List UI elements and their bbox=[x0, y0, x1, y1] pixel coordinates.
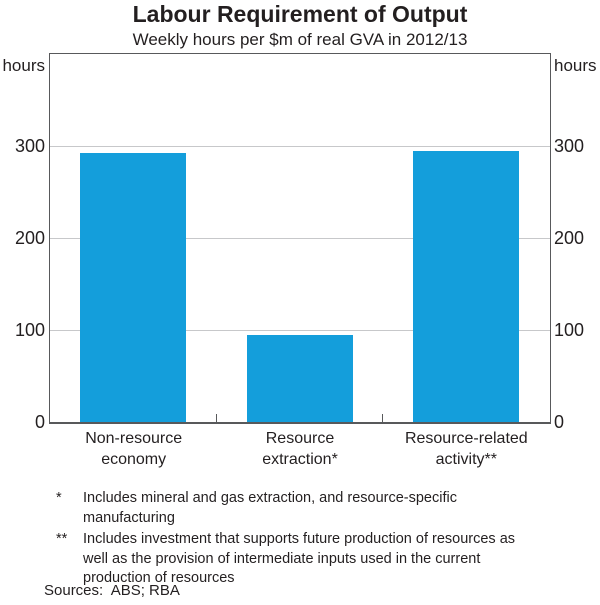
footnote-2-text: Includes investment that supports future… bbox=[83, 531, 516, 586]
y-tick-label-right-300: 300 bbox=[554, 136, 585, 157]
footnote-2-marker: ** bbox=[56, 531, 68, 547]
y-tick-label-left-100: 100 bbox=[14, 319, 45, 340]
gridline-200 bbox=[50, 238, 550, 239]
x-axis-tick-1 bbox=[215, 414, 218, 422]
footnote-1-text: Includes mineral and gas extraction, and… bbox=[83, 490, 457, 526]
y-tick-label-right-100: 100 bbox=[554, 319, 585, 340]
sources-note: Sources: ABS; RBA bbox=[44, 582, 180, 599]
y-axis-unit-right: hours bbox=[554, 56, 597, 75]
y-tick-label-left-200: 200 bbox=[14, 228, 45, 248]
bar-non-resource bbox=[80, 153, 187, 422]
x-category-label-2: Resource extraction* bbox=[262, 430, 338, 468]
x-category-label-3: Resource-related activity** bbox=[404, 430, 528, 468]
y-tick-label-left-300: 300 bbox=[14, 136, 45, 157]
y-tick-label-right-0: 0 bbox=[554, 411, 565, 432]
x-axis-tick-2 bbox=[381, 414, 384, 422]
bar-resource bbox=[246, 334, 353, 422]
footnote-1-marker: * bbox=[56, 490, 62, 506]
x-category-label-1: Non-resource economy bbox=[85, 430, 183, 468]
y-axis-unit-left: hours bbox=[2, 56, 45, 75]
y-tick-label-left-0: 0 bbox=[34, 411, 45, 432]
bar-resource-related bbox=[412, 151, 519, 422]
chart-title: Labour Requirement of Output bbox=[132, 1, 468, 27]
chart-subtitle: Weekly hours per $m of real GVA in 2012/… bbox=[132, 30, 468, 49]
y-tick-label-right-200: 200 bbox=[554, 228, 585, 248]
gridline-300 bbox=[50, 146, 550, 148]
gridline-100 bbox=[50, 329, 550, 331]
plot-area bbox=[49, 53, 551, 424]
